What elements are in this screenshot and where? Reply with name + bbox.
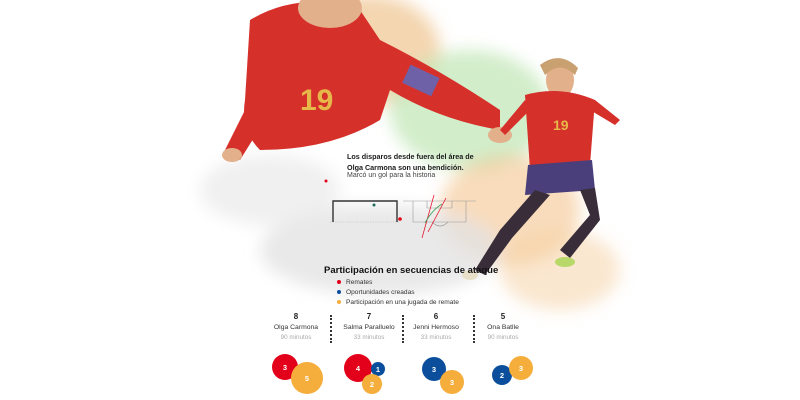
bubble-oportunidades: 2	[492, 365, 512, 385]
blue-dot-icon	[337, 290, 341, 294]
player-minutes: 90 minutos	[487, 334, 519, 341]
pitch-diagram	[403, 194, 476, 239]
player-minutes: 90 minutos	[280, 334, 312, 341]
bubble-participacion: 3	[440, 370, 464, 394]
legend-item-oportunidades: Oportunidades creadas	[337, 287, 459, 297]
player-name: Salma Paralluelo	[343, 324, 395, 331]
player-total: 6	[433, 312, 439, 321]
player-name: Olga Carmona	[273, 324, 319, 331]
player-column: 7 Salma Paralluelo 33 minutos	[334, 312, 404, 341]
player-total: 8	[293, 312, 299, 321]
player-olga-carmona-illustration: 19	[222, 0, 512, 162]
divider	[473, 315, 475, 343]
player-running-illustration: 19	[462, 58, 620, 280]
goal-diagram	[324, 179, 402, 223]
legend: Remates Oportunidades creadas Participac…	[337, 277, 459, 307]
legend-item-remates: Remates	[337, 277, 459, 287]
legend-item-participacion: Participación en una jugada de remate	[337, 297, 459, 307]
player-total: 7	[366, 312, 372, 321]
player-minutes: 33 minutos	[420, 334, 452, 341]
captain-armband	[402, 64, 440, 97]
jersey-number: 19	[300, 84, 333, 117]
player-column: 5 Ona Batlle 90 minutos	[468, 312, 538, 341]
player-column: 6 Jenni Hermoso 33 minutos	[401, 312, 471, 341]
orange-dot-icon	[337, 300, 341, 304]
chart-title: Participación en secuencias de ataque	[324, 265, 499, 276]
svg-text:19: 19	[553, 117, 569, 133]
bubble-participacion: 3	[509, 356, 533, 380]
divider	[402, 315, 404, 343]
shot-target-dot	[372, 203, 376, 207]
annotation-headline: Los disparos desde fuera del área de Olg…	[347, 152, 474, 172]
player-column: 8 Olga Carmona 90 minutos	[261, 312, 331, 341]
bubble-participacion: 5	[291, 362, 323, 394]
annotation-subline: Marcó un gol para la historia	[347, 172, 436, 179]
bubble-participacion: 2	[362, 374, 382, 394]
divider	[330, 315, 332, 343]
legend-label: Remates	[346, 278, 373, 286]
player-head	[298, 0, 362, 28]
player-name: Ona Batlle	[487, 324, 519, 331]
legend-label: Participación en una jugada de remate	[346, 298, 459, 306]
red-dot-icon	[337, 280, 341, 284]
legend-label: Oportunidades creadas	[346, 288, 415, 296]
bubble-oportunidades: 1	[371, 362, 385, 376]
player-minutes: 33 minutos	[353, 334, 385, 341]
player-name: Jenni Hermoso	[413, 324, 459, 331]
player-total: 5	[500, 312, 506, 321]
